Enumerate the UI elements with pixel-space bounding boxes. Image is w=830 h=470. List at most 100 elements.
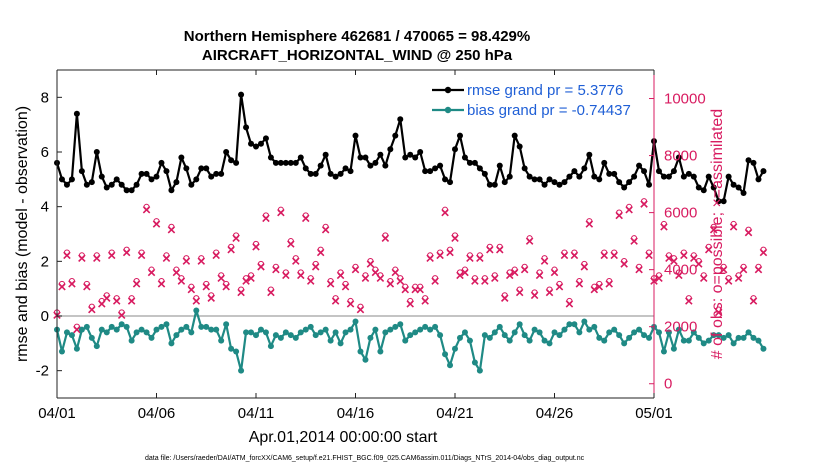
- y-right-tick-label: 0: [664, 376, 672, 393]
- rmse-point: [725, 173, 732, 180]
- rmse-point: [253, 143, 259, 150]
- legend-marker: [444, 86, 452, 94]
- bias-point: [332, 329, 339, 336]
- rmse-point: [700, 187, 707, 194]
- obs-assimilated-point: [366, 260, 375, 268]
- rmse-point: [606, 170, 613, 177]
- obs-assimilated-point: [117, 311, 126, 320]
- rmse-point: [626, 179, 633, 186]
- y-left-tick-label: 4: [41, 199, 49, 216]
- obs-assimilated-point: [297, 271, 305, 280]
- bias-point: [193, 307, 200, 314]
- obs-assimilated-point: [341, 282, 350, 291]
- rmse-point: [735, 184, 742, 191]
- obs-assimilated-point: [212, 251, 220, 260]
- bias-point: [526, 337, 533, 344]
- rmse-point: [755, 176, 762, 183]
- bias-point: [437, 332, 444, 339]
- plot-area: 04/01 04/06 04/11 04/16 04/21 04/26 05/01 -2 0 2 4…: [36, 69, 768, 422]
- bias-point: [277, 334, 284, 341]
- y-left-tick-label: 0: [41, 308, 49, 325]
- rmse-point: [541, 181, 548, 188]
- bias-point: [407, 332, 414, 339]
- bias-point: [551, 329, 558, 336]
- obs-assimilated-point: [157, 280, 166, 288]
- obs-assimilated-point: [326, 280, 335, 288]
- obs-assimilated-point: [162, 254, 171, 263]
- bias-point: [501, 332, 508, 339]
- rmse-point: [526, 173, 533, 180]
- bias-point: [387, 326, 394, 333]
- rmse-point: [267, 154, 274, 161]
- obs-assimilated-point: [520, 265, 529, 274]
- rmse-point: [665, 173, 672, 180]
- obs-assimilated-point: [525, 237, 534, 245]
- rmse-point: [208, 173, 215, 180]
- rmse-point: [257, 140, 264, 147]
- obs-assimilated-point: [695, 260, 703, 268]
- rmse-point: [173, 179, 180, 186]
- bias-point: [427, 326, 434, 333]
- obs-assimilated-point: [595, 282, 604, 291]
- obs-assimilated-point: [282, 271, 290, 280]
- bias-point: [103, 329, 110, 336]
- bias-point: [685, 337, 692, 344]
- rmse-point: [531, 176, 538, 183]
- bias-point: [267, 343, 274, 350]
- obs-assimilated-point: [665, 254, 673, 263]
- rmse-point: [153, 173, 160, 180]
- obs-assimilated-point: [605, 280, 613, 288]
- bias-point: [128, 337, 135, 344]
- rmse-point: [367, 162, 374, 169]
- rmse-point: [506, 173, 513, 180]
- rmse-point: [536, 176, 543, 183]
- bias-point: [496, 323, 503, 330]
- bias-point: [432, 323, 439, 330]
- bias-point: [531, 326, 538, 333]
- obs-assimilated-point: [699, 274, 708, 282]
- obs-assimilated-point: [670, 257, 678, 265]
- bias-point: [626, 334, 633, 341]
- obs-assimilated-point: [685, 297, 693, 305]
- bias-point: [397, 321, 404, 328]
- obs-assimilated-point: [391, 268, 400, 277]
- obs-assimilated-point: [744, 228, 753, 237]
- rmse-point: [382, 162, 389, 169]
- y-left-tick-label: 8: [41, 89, 49, 106]
- rmse-point: [287, 159, 294, 166]
- rmse-point: [302, 165, 309, 172]
- rmse-point: [332, 173, 339, 180]
- rmse-point: [586, 151, 593, 158]
- obs-assimilated-point: [207, 294, 215, 302]
- obs-assimilated-point: [267, 288, 275, 297]
- bias-point: [352, 318, 359, 325]
- obs-assimilated-point: [187, 285, 196, 294]
- rmse-point: [631, 173, 638, 180]
- obs-assimilated-point: [446, 248, 454, 257]
- obs-assimilated-point: [431, 277, 439, 285]
- bias-point: [740, 334, 747, 341]
- bias-point: [690, 329, 697, 336]
- obs-assimilated-point: [301, 214, 310, 223]
- rmse-point: [581, 165, 588, 172]
- bias-point: [78, 326, 85, 333]
- rmse-point: [118, 181, 125, 188]
- bias-point: [561, 326, 568, 333]
- obs-assimilated-point: [316, 248, 325, 257]
- x-tick-label: 04/21: [436, 405, 474, 422]
- x-tick-label: 05/01: [635, 405, 673, 422]
- obs-assimilated-point: [331, 297, 340, 305]
- rmse-point: [511, 132, 518, 139]
- bias-point: [312, 332, 319, 339]
- bias-point: [208, 326, 215, 333]
- rmse-point: [322, 151, 329, 158]
- obs-assimilated-point: [122, 248, 131, 257]
- bias-point: [491, 329, 498, 336]
- bias-point: [556, 332, 563, 339]
- obs-assimilated-point: [88, 305, 96, 314]
- obs-assimilated-point: [202, 282, 211, 291]
- bias-point: [238, 367, 245, 374]
- bias-point: [93, 343, 100, 350]
- bias-point: [262, 329, 269, 336]
- rmse-point: [248, 140, 255, 147]
